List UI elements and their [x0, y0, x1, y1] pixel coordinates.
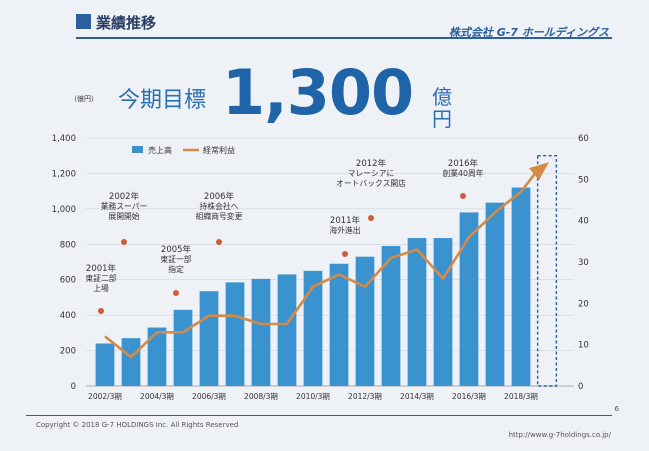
- bar: [407, 238, 427, 386]
- y2-tick-label: 50: [578, 175, 589, 185]
- bar: [225, 282, 245, 386]
- annotation-text: 上場: [93, 283, 109, 293]
- legend-bar-swatch: [132, 146, 143, 153]
- bar: [277, 274, 297, 386]
- x-tick-label: 2018/3期: [504, 392, 538, 401]
- y-tick-label: 200: [60, 347, 76, 357]
- bar: [329, 263, 349, 386]
- target-label: 今期目標: [118, 88, 207, 113]
- y-tick-label: 1,200: [52, 169, 76, 179]
- annotation-text: 2011年: [330, 215, 361, 226]
- y-tick-label: 600: [60, 276, 76, 286]
- annotation-dot: [121, 239, 127, 245]
- y2-tick-label: 10: [578, 341, 589, 351]
- annotation-text: 組織商号変更: [196, 211, 243, 221]
- annotation-text: 海外進出: [329, 225, 360, 235]
- annotation-text: マレーシアに: [348, 169, 395, 178]
- annotation-text: 東証二部: [85, 273, 116, 283]
- y2-tick-label: 30: [578, 258, 589, 268]
- annotation-text: 2006年: [204, 191, 235, 202]
- bar: [251, 278, 271, 386]
- x-tick-label: 2010/3期: [296, 392, 330, 401]
- y-tick-label: 400: [60, 311, 76, 321]
- annotation-text: 2001年: [86, 263, 117, 274]
- annotation-text: 創業40周年: [442, 168, 483, 178]
- bar: [511, 187, 531, 386]
- y2-tick-label: 20: [578, 299, 589, 309]
- annotation-text: 指定: [168, 264, 184, 274]
- bar: [199, 291, 219, 386]
- annotation-text: 2002年: [109, 191, 140, 202]
- annotation-text: 2016年: [448, 158, 479, 169]
- annotation-text: 2005年: [161, 244, 192, 255]
- target-bar: [536, 155, 558, 387]
- bar: [173, 309, 193, 386]
- company-name: 株式会社 G-7 ホールディングス: [448, 26, 609, 39]
- y-tick-label: 800: [60, 240, 76, 250]
- bar: [121, 338, 141, 386]
- annotation-dot: [342, 251, 348, 257]
- bar: [303, 270, 323, 386]
- bar: [95, 343, 115, 386]
- footer-divider: [26, 415, 612, 416]
- annotation-text: 持株会社へ: [200, 201, 239, 211]
- bar: [147, 327, 167, 386]
- x-tick-label: 2006/3期: [192, 392, 226, 401]
- annotation-text: 業務スーパー: [101, 201, 148, 211]
- annotation-text: 2012年: [356, 158, 387, 169]
- annotation-dot: [216, 239, 222, 245]
- bar: [433, 238, 453, 386]
- x-tick-label: 2002/3期: [88, 392, 122, 401]
- header-divider: [76, 37, 612, 39]
- y2-tick-label: 40: [578, 217, 589, 227]
- legend-bar-label: 売上高: [148, 145, 172, 155]
- x-tick-label: 2004/3期: [140, 392, 174, 401]
- x-tick-label: 2012/3期: [348, 392, 382, 401]
- profit-arrow-head: [529, 162, 549, 181]
- x-tick-label: 2014/3期: [400, 392, 434, 401]
- y-tick-label: 1,000: [52, 205, 76, 215]
- bar: [459, 212, 479, 386]
- copyright: Copyright © 2018 G-7 HOLDINGS Inc. All R…: [36, 421, 239, 429]
- target-value: 1,300: [222, 56, 414, 129]
- title-marker: [76, 14, 91, 29]
- y2-tick-label: 0: [578, 382, 583, 392]
- bar: [381, 246, 401, 386]
- y-axis-unit-label: （億円）: [70, 94, 98, 103]
- x-tick-label: 2008/3期: [244, 392, 278, 401]
- y2-tick-label: 60: [578, 134, 589, 144]
- page-title: 業績推移: [96, 14, 157, 32]
- annotation-dot: [173, 290, 179, 296]
- legend-line-label: 経常利益: [203, 145, 235, 155]
- profit-trend-arrow: [519, 170, 539, 193]
- bar: [355, 256, 375, 386]
- annotation-text: 展開開始: [108, 211, 139, 221]
- target-unit: 億円: [432, 85, 452, 131]
- page-number: 6: [614, 405, 619, 413]
- annotation-dot: [98, 308, 104, 314]
- bar: [485, 202, 505, 386]
- y-tick-label: 0: [71, 382, 76, 392]
- x-tick-label: 2016/3期: [452, 392, 486, 401]
- annotation-text: 東証一部: [160, 254, 191, 264]
- footer-url: http://www.g-7holdings.co.jp/: [508, 431, 611, 439]
- annotation-text: オートバックス開店: [336, 178, 406, 188]
- annotation-dot: [368, 215, 374, 221]
- y-tick-label: 1,400: [52, 134, 76, 144]
- annotation-dot: [460, 193, 466, 199]
- profit-line: [104, 190, 522, 359]
